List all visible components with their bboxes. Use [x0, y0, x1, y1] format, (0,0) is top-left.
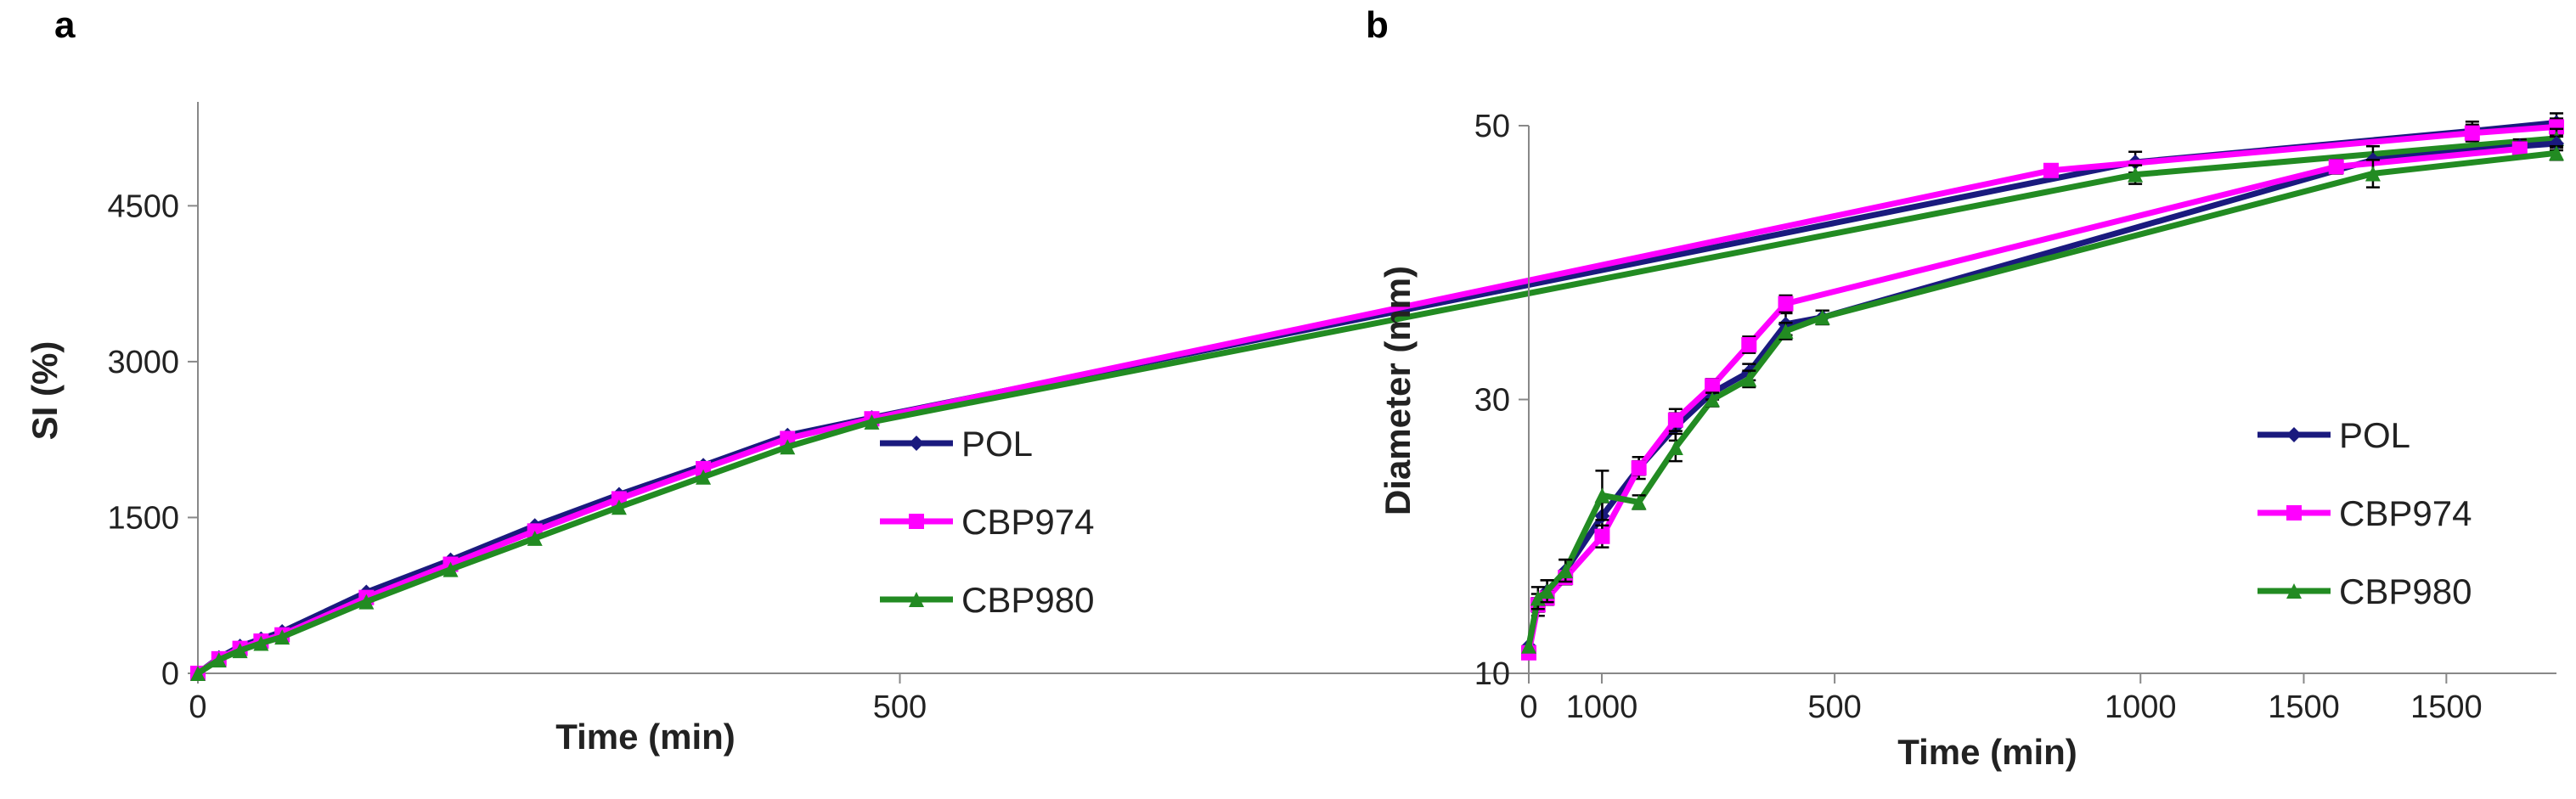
data-point-cbp980-b [2549, 145, 2564, 161]
data-point-cbp974-b [2328, 159, 2344, 175]
data-point-cbp974-b [1631, 460, 1647, 476]
data-point-cbp980-a [274, 629, 290, 645]
series-line-cbp980-a [194, 135, 2560, 677]
x-tick-label-b: 1000 [2105, 689, 2177, 725]
y-tick-label-a: 4500 [107, 188, 179, 224]
legend-label-cbp974-a: CBP974 [961, 502, 1094, 542]
data-point-cbp980-a [442, 561, 459, 577]
legend-marker-pol-a [909, 436, 924, 451]
legend-marker-cbp974-a [909, 514, 924, 529]
legend-label-cbp974-b: CBP974 [2339, 493, 2472, 533]
data-point-cbp980-a [780, 439, 796, 455]
legend-marker-cbp980-b [2286, 583, 2302, 599]
y-tick-label-a: 3000 [107, 345, 179, 380]
legend-marker-cbp974-b [2286, 505, 2302, 520]
legend-marker-cbp980-a [909, 592, 924, 607]
data-point-cbp980-b [1741, 371, 1757, 387]
data-point-cbp974-b [1667, 412, 1683, 428]
x-axis-label-a: Time (min) [555, 717, 736, 757]
data-point-cbp980-b [1558, 563, 1574, 579]
data-point-cbp980-a [2128, 166, 2144, 183]
data-point-cbp980-b [1814, 309, 1830, 325]
x-axis-label-b: Time (min) [1897, 732, 2077, 772]
x-tick-label-a: 1000 [1566, 689, 1638, 725]
x-tick-label-b: 500 [1807, 689, 1861, 725]
legend-label-cbp980-b: CBP980 [2339, 571, 2472, 611]
x-tick-label-a: 1500 [2268, 689, 2340, 725]
x-tick-label-b: 1500 [2410, 689, 2483, 725]
data-point-cbp980-a [190, 666, 206, 681]
data-point-cbp980-b [1539, 583, 1555, 599]
legend-label-pol-a: POL [961, 424, 1033, 464]
legend-label-cbp980-a: CBP980 [961, 580, 1094, 620]
data-point-cbp974-a [2464, 125, 2480, 141]
data-point-cbp980-b [1631, 494, 1647, 510]
data-point-cbp980-a [358, 594, 375, 610]
data-point-cbp980-b [1705, 391, 1721, 408]
data-point-cbp980-b [2365, 166, 2381, 182]
data-point-cbp974-b [1594, 528, 1610, 544]
data-point-cbp980-a [253, 635, 269, 651]
data-point-cbp980-a [696, 469, 712, 485]
x-tick-label-a: 500 [873, 689, 927, 725]
y-tick-label-b: 50 [1474, 109, 1510, 144]
y-tick-label-b: 30 [1474, 383, 1510, 419]
data-point-cbp980-a [211, 652, 227, 668]
data-point-cbp974-a [780, 430, 796, 447]
y-axis-label-b: Diameter (mm) [1378, 266, 1418, 515]
y-tick-label-a: 0 [161, 656, 179, 692]
legend-label-pol-b: POL [2339, 415, 2410, 455]
data-point-cbp974-b [1778, 295, 1794, 312]
data-point-cbp980-b [1667, 439, 1683, 455]
data-point-cbp980-a [232, 643, 248, 659]
data-point-cbp980-b [1778, 323, 1794, 339]
data-point-cbp980-a [864, 414, 880, 430]
x-tick-label-a: 0 [189, 689, 206, 725]
data-point-cbp980-a [527, 530, 543, 546]
data-point-cbp974-b [1741, 337, 1757, 352]
legend-marker-pol-b [2286, 427, 2302, 442]
y-tick-label-b: 10 [1474, 656, 1510, 692]
data-point-cbp974-a [2549, 119, 2564, 135]
y-tick-label-a: 1500 [107, 500, 179, 536]
data-point-cbp974-b [2511, 141, 2528, 157]
panel-letter-b: b [1366, 4, 1389, 46]
panel-letter-a: a [54, 4, 76, 46]
data-point-cbp980-b [1594, 487, 1610, 504]
y-axis-label-a: SI (%) [25, 341, 65, 441]
data-point-cbp974-a [2043, 162, 2059, 178]
data-point-pol-b [2549, 135, 2564, 151]
data-point-cbp974-b [1705, 378, 1721, 394]
data-point-cbp980-a [611, 499, 627, 515]
data-point-cbp980-b [1521, 638, 1536, 654]
x-tick-label-b: 0 [1519, 689, 1537, 725]
